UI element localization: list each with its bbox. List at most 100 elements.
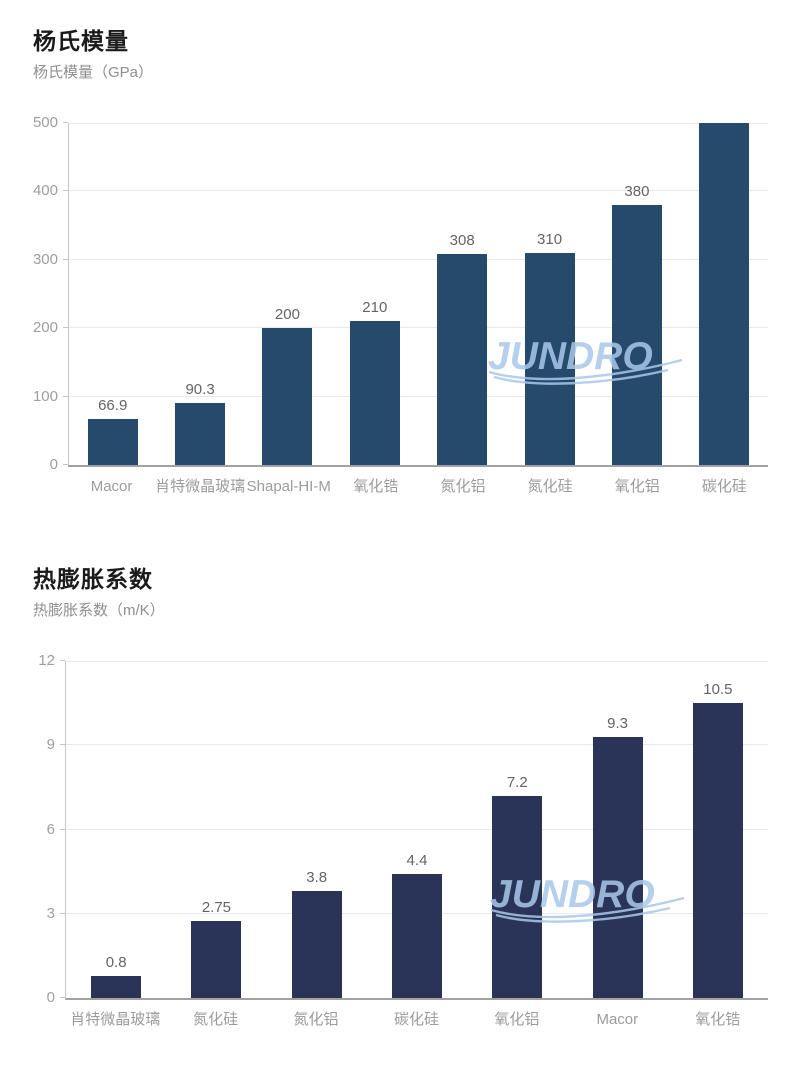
y-tick-label: 9 [46, 736, 55, 754]
gridline [69, 395, 768, 397]
chart-title: 热膨胀系数 [33, 566, 153, 592]
x-axis-label: 氧化铝 [614, 478, 660, 495]
bar-column: 0.8 [66, 661, 166, 998]
bar-value-label: 310 [537, 230, 563, 248]
x-axis-labels: 肖特微晶玻璃 氮化硅 氮化铝 碳化硅 氧化铝 Macor 氧化锆 [65, 1000, 768, 1029]
bar-column: 9.3 [567, 661, 667, 998]
x-axis-label: 氮化铝 [440, 478, 486, 495]
y-tick-label: 200 [32, 319, 58, 337]
y-tick-mark [60, 997, 65, 998]
bar-column: 210 [331, 123, 418, 465]
y-tick-mark [60, 912, 65, 914]
bar-column: 66.9 [69, 123, 156, 465]
bar[interactable] [349, 321, 400, 465]
bar-value-label: 0.8 [105, 953, 127, 971]
y-tick-label: 400 [32, 182, 58, 200]
bar[interactable] [437, 254, 488, 465]
y-tick-label: 500 [32, 114, 58, 131]
bar-value-label: 10.5 [703, 681, 733, 699]
bar-value-label: 7.2 [506, 773, 528, 791]
bar[interactable] [87, 419, 138, 465]
x-axis-labels: Macor 肖特微晶玻璃 Shapal-HI-M 氧化锆 氮化铝 氮化硅 氧化铝 碳化硅 [68, 467, 768, 496]
x-axis-label: 氮化硅 [527, 478, 573, 495]
x-axis-label: 肖特微晶玻璃 [155, 478, 246, 495]
y-tick-mark [60, 744, 65, 746]
bar-column: 308 [419, 123, 506, 465]
bar-value-label: 66.9 [98, 397, 128, 415]
bar[interactable] [524, 252, 575, 465]
bar-column: 3.8 [267, 661, 367, 998]
chart-title: 杨氏模量 [33, 28, 129, 54]
bar-value-label: 3.8 [306, 869, 328, 887]
bar-value-label: 2.75 [201, 898, 232, 916]
x-axis-label: 碳化硅 [701, 478, 747, 495]
y-tick-mark [63, 464, 68, 465]
bar-column: 2.75 [166, 661, 266, 998]
bar-column: 10.5 [668, 661, 768, 998]
bar-value-label: 90.3 [185, 381, 215, 399]
y-tick-label: 300 [32, 250, 58, 268]
gridline [69, 190, 768, 192]
y-tick-label: 6 [46, 820, 55, 838]
bar-value-label: 9.3 [607, 714, 628, 732]
thermal-expansion-chart: 热膨胀系数 热膨胀系数（m/K） 0 3 6 9 12 0.8 2.75 3.8 4.4 7.2… [0, 564, 800, 1029]
y-tick-label: 3 [46, 904, 55, 922]
bar-value-label: 200 [274, 306, 300, 324]
bar-column: 380 [593, 123, 680, 465]
x-axis-label: 肖特微晶玻璃 [70, 1011, 161, 1028]
bar-column: 4.4 [367, 661, 467, 998]
y-tick-mark [60, 660, 65, 661]
page: 杨氏模量 杨氏模量（GPa） 0 100 200 300 400 500 66.9 90.3… [0, 26, 800, 1029]
x-axis-label: 氧化铝 [494, 1011, 540, 1028]
gridline [69, 327, 768, 329]
chart-subtitle: 热膨胀系数（m/K） [33, 602, 165, 619]
x-axis-label: Macor [90, 478, 133, 495]
y-tick-mark [63, 395, 68, 397]
x-axis-label: Shapal-HI-M [246, 478, 331, 495]
bar-column [681, 123, 768, 465]
y-axis: 0 3 6 9 12 [0, 652, 65, 1006]
bar-value-label: 210 [362, 299, 388, 317]
y-tick-mark [63, 122, 68, 123]
x-axis-label: 氧化锆 [695, 1011, 741, 1028]
bars-container: 0.8 2.75 3.8 4.4 7.2 9.3 10.5 [66, 661, 768, 998]
bar[interactable] [262, 328, 313, 465]
bars-container: 66.9 90.3 200 210 308 310 380 [69, 123, 768, 465]
x-axis-label: Macor [596, 1011, 639, 1028]
plot-area: 66.9 90.3 200 210 308 310 380 JUNDRO [68, 123, 768, 467]
y-axis: 0 100 200 300 400 500 [0, 114, 68, 473]
chart-plot: 0 100 200 300 400 500 66.9 90.3 200 210 308 310 380… [0, 114, 800, 473]
x-axis-label: 氮化硅 [193, 1011, 239, 1028]
plot-area: 0.8 2.75 3.8 4.4 7.2 9.3 10.5 JUNDRO [65, 661, 768, 1000]
y-tick-label: 12 [38, 652, 55, 669]
y-tick-label: 0 [49, 456, 58, 473]
bar-column: 7.2 [467, 661, 567, 998]
gridline [66, 744, 768, 746]
gridline [66, 661, 768, 662]
bar[interactable] [699, 123, 750, 465]
bar[interactable] [611, 205, 662, 465]
bar[interactable] [692, 703, 743, 998]
x-axis-label: 碳化硅 [393, 1011, 439, 1028]
bar-column: 200 [244, 123, 331, 465]
bar[interactable] [592, 736, 643, 998]
bar[interactable] [291, 891, 342, 998]
young-modulus-chart: 杨氏模量 杨氏模量（GPa） 0 100 200 300 400 500 66.9 90.3… [0, 26, 800, 496]
bar-column: 90.3 [156, 123, 243, 465]
x-axis-label: 氮化铝 [293, 1011, 339, 1028]
bar-value-label: 308 [449, 232, 475, 250]
bar[interactable] [91, 975, 142, 998]
bar[interactable] [492, 795, 543, 998]
y-tick-mark [63, 190, 68, 192]
y-tick-label: 100 [32, 387, 58, 405]
bar-column: 310 [506, 123, 593, 465]
y-tick-label: 0 [46, 989, 55, 1006]
y-tick-mark [60, 828, 65, 830]
gridline [66, 828, 768, 830]
bar[interactable] [175, 403, 226, 465]
gridline [69, 123, 768, 124]
y-tick-mark [63, 258, 68, 260]
bar[interactable] [191, 920, 242, 998]
bar[interactable] [391, 874, 442, 998]
y-tick-mark [63, 327, 68, 329]
